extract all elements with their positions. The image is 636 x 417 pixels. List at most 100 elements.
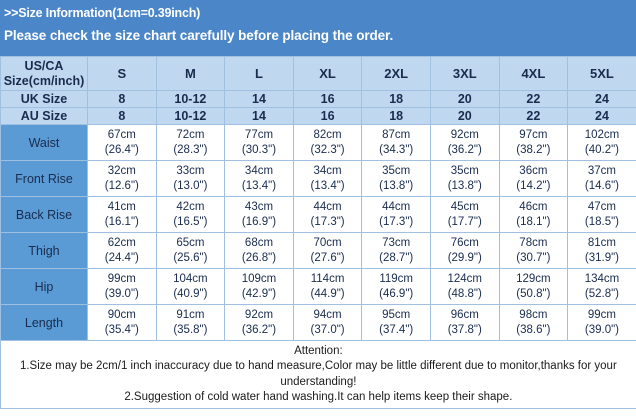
value-cm: 62cm: [107, 236, 136, 249]
size-column-header-l: L: [224, 56, 294, 91]
measurement-cell-back-rise-xl: 44cm (17.3"): [292, 196, 363, 233]
value-inch: (37.0"): [310, 323, 345, 336]
uk-size-row-value-2xl: 18: [361, 90, 431, 108]
measurement-cell-front-rise-3xl: 35cm (13.8"): [429, 160, 500, 197]
measurement-cell-back-rise-3xl: 45cm (17.7"): [429, 196, 500, 233]
size-chart-table: US/CA Size(cm/inch) S M L XL 2XL 3XL 4XL 5XL UK Si…: [0, 56, 636, 409]
value-cm: 97cm: [519, 128, 548, 141]
value-inch: (28.7"): [379, 251, 414, 264]
value-inch: (50.8"): [516, 287, 551, 300]
value-inch: (16.9"): [241, 215, 277, 228]
value-inch: (12.6"): [104, 179, 139, 192]
value-inch: (48.8"): [447, 287, 482, 300]
value-cm: 90cm: [107, 308, 136, 321]
au-size-row-value-l: 14: [224, 107, 294, 125]
value-cm: 37cm: [587, 164, 617, 177]
attention-note-1: 1.Size may be 2cm/1 inch inaccuracy due …: [19, 360, 617, 388]
value-inch: (34.3"): [379, 143, 414, 156]
value-cm: 45cm: [450, 200, 479, 213]
value-cm: 77cm: [244, 128, 274, 141]
measurement-cell-hip-l: 109cm (42.9"): [224, 268, 294, 305]
value-inch: (13.8"): [379, 179, 414, 192]
value-cm: 104cm: [173, 272, 208, 285]
value-cm: 34cm: [244, 164, 274, 177]
au-size-row-label: AU Size: [0, 107, 88, 125]
measurement-cell-front-rise-s: 32cm (12.6"): [87, 160, 157, 197]
uk-size-row-value-l: 14: [224, 90, 294, 108]
value-cm: 68cm: [244, 236, 274, 249]
size-column-header-s: S: [87, 56, 157, 91]
value-cm: 44cm: [382, 200, 411, 213]
measurement-cell-front-rise-4xl: 36cm (14.2"): [498, 160, 569, 197]
value-inch: (24.4"): [104, 251, 139, 264]
value-cm: 92cm: [244, 308, 274, 321]
uk-size-row-label: UK Size: [0, 90, 88, 108]
value-inch: (25.6"): [173, 251, 208, 264]
value-cm: 42cm: [176, 200, 205, 213]
value-inch: (17.7"): [447, 215, 482, 228]
value-inch: (40.2"): [584, 143, 620, 156]
value-cm: 73cm: [382, 236, 411, 249]
measurement-cell-length-s: 90cm (35.4"): [87, 304, 157, 341]
uk-size-row-value-m: 10-12: [155, 90, 226, 108]
value-inch: (31.9"): [584, 251, 620, 264]
value-cm: 99cm: [107, 272, 136, 285]
value-cm: 32cm: [107, 164, 136, 177]
value-cm: 34cm: [313, 164, 342, 177]
size-column-header-m: M: [155, 56, 226, 91]
value-inch: (14.2"): [516, 179, 551, 192]
value-inch: (37.4"): [379, 323, 414, 336]
measurement-cell-waist-l: 77cm (30.3"): [224, 124, 294, 161]
measurement-cell-length-xl: 94cm (37.0"): [292, 304, 363, 341]
value-cm: 78cm: [519, 236, 548, 249]
measurement-cell-waist-m: 72cm (28.3"): [155, 124, 226, 161]
uk-size-row-value-s: 8: [87, 90, 157, 108]
corner-header-cell: US/CA Size(cm/inch): [0, 56, 88, 91]
measurement-row-back-rise: Back Rise 41cm (16.1") 42cm (16.5") 43cm (16.9…: [0, 196, 636, 233]
value-inch: (14.6"): [584, 179, 620, 192]
measurement-cell-waist-4xl: 97cm (38.2"): [498, 124, 569, 161]
measurement-cell-hip-xl: 114cm (44.9"): [292, 268, 363, 305]
value-cm: 81cm: [587, 236, 617, 249]
value-cm: 99cm: [587, 308, 617, 321]
measurement-cell-hip-5xl: 134cm (52.8"): [567, 268, 636, 305]
measurement-cell-back-rise-m: 42cm (16.5"): [155, 196, 226, 233]
au-size-row-value-4xl: 22: [498, 107, 569, 125]
corner-label-line2: Size(cm/inch): [3, 73, 85, 88]
value-inch: (37.8"): [447, 323, 482, 336]
value-cm: 35cm: [382, 164, 411, 177]
measurement-cell-thigh-m: 65cm (25.6"): [155, 232, 226, 269]
measurement-cell-hip-s: 99cm (39.0"): [87, 268, 157, 305]
measurement-cell-thigh-l: 68cm (26.8"): [224, 232, 294, 269]
value-inch: (17.3"): [379, 215, 414, 228]
value-inch: (17.3"): [310, 215, 345, 228]
measurement-cell-length-3xl: 96cm (37.8"): [429, 304, 500, 341]
measurement-cell-back-rise-l: 43cm (16.9"): [224, 196, 294, 233]
measurement-cell-hip-3xl: 124cm (48.8"): [429, 268, 500, 305]
measurement-cell-front-rise-5xl: 37cm (14.6"): [567, 160, 636, 197]
value-cm: 70cm: [313, 236, 342, 249]
value-inch: (30.7"): [516, 251, 551, 264]
measurement-cell-back-rise-4xl: 46cm (18.1"): [498, 196, 569, 233]
measurement-row-waist: Waist 67cm (26.4") 72cm (28.3") 77cm (30.3") 82…: [0, 124, 636, 161]
value-cm: 95cm: [382, 308, 411, 321]
value-cm: 91cm: [176, 308, 205, 321]
value-cm: 41cm: [107, 200, 136, 213]
measurement-cell-front-rise-xl: 34cm (13.4"): [292, 160, 363, 197]
value-cm: 129cm: [516, 272, 551, 285]
size-column-header-5xl: 5XL: [567, 56, 636, 91]
measurement-cell-front-rise-l: 34cm (13.4"): [224, 160, 294, 197]
banner-subtitle: Please check the size chart carefully be…: [4, 28, 394, 43]
measurement-row-thigh: Thigh 62cm (24.4") 65cm (25.6") 68cm (26.8") 70…: [0, 232, 636, 269]
value-inch: (30.3"): [241, 143, 277, 156]
value-inch: (36.2"): [241, 323, 277, 336]
value-inch: (40.9"): [173, 287, 208, 300]
value-inch: (52.8"): [584, 287, 620, 300]
au-size-row-value-m: 10-12: [155, 107, 226, 125]
measurement-cell-thigh-2xl: 73cm (28.7"): [361, 232, 431, 269]
value-cm: 82cm: [313, 128, 342, 141]
size-column-header-4xl: 4XL: [498, 56, 569, 91]
value-inch: (28.3"): [173, 143, 208, 156]
au-size-row-value-xl: 16: [292, 107, 363, 125]
